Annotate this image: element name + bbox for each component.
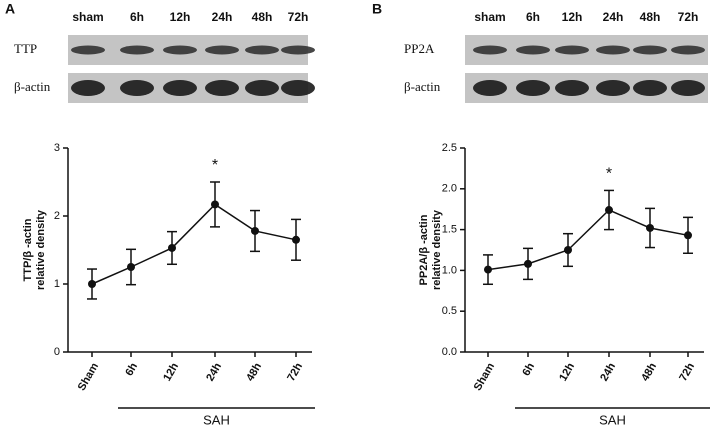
- blot-band: [120, 80, 154, 96]
- data-point: [211, 200, 219, 209]
- blot-band: [516, 80, 550, 96]
- blot-band: [555, 80, 589, 96]
- blot-band: [71, 80, 105, 96]
- blot-band: [473, 80, 507, 96]
- blot-band: [281, 45, 315, 55]
- data-point: [292, 235, 300, 244]
- lane-label: 72h: [678, 10, 699, 24]
- y-tick-label: 3: [54, 142, 60, 154]
- blot-row-label: β-actin: [14, 79, 51, 94]
- x-tick-label: 6h: [520, 361, 537, 378]
- blot-band: [633, 45, 667, 55]
- lane-label: 72h: [288, 10, 309, 24]
- blot-band: [205, 80, 239, 96]
- lane-label: 12h: [170, 10, 191, 24]
- y-tick-label: 0: [54, 346, 60, 358]
- blot-band: [163, 45, 197, 55]
- group-label: SAH: [203, 412, 230, 427]
- data-point: [564, 246, 572, 254]
- data-point: [168, 243, 176, 252]
- blot-band: [281, 80, 315, 96]
- blot-band: [245, 80, 279, 96]
- blot-band: [596, 45, 630, 55]
- blot-band: [671, 80, 705, 96]
- x-tick-label: 48h: [639, 361, 659, 384]
- y-axis-label: PP2A/β -actin: [418, 214, 430, 285]
- x-tick-label: Sham: [472, 361, 497, 393]
- lane-label: 24h: [603, 10, 624, 24]
- data-point: [251, 226, 259, 235]
- data-point: [646, 223, 654, 232]
- y-tick-label: 2: [54, 210, 60, 222]
- group-label: SAH: [599, 412, 626, 427]
- y-tick-label: 0.5: [442, 305, 457, 317]
- x-tick-label: 24h: [598, 361, 618, 384]
- blot-band: [633, 80, 667, 96]
- blot-band: [245, 45, 279, 55]
- data-point: [524, 259, 532, 268]
- x-tick-label: 72h: [677, 361, 697, 384]
- lane-label: sham: [72, 10, 103, 24]
- data-point: [484, 265, 492, 274]
- x-tick-label: 12h: [557, 361, 577, 384]
- y-tick-label: 2.5: [442, 142, 457, 154]
- data-point: [684, 231, 692, 240]
- lane-label: sham: [474, 10, 505, 24]
- blot-band: [163, 80, 197, 96]
- blot-row-label: PP2A: [404, 41, 435, 56]
- x-tick-label: 12h: [161, 361, 181, 384]
- panel-label: A: [5, 1, 15, 17]
- y-axis-label: TTP/β -actin: [22, 218, 34, 281]
- lane-label: 48h: [252, 10, 273, 24]
- lane-label: 6h: [526, 10, 540, 24]
- lane-label: 24h: [212, 10, 233, 24]
- blot-band: [120, 45, 154, 55]
- lane-label: 12h: [562, 10, 583, 24]
- x-tick-label: 72h: [285, 361, 305, 384]
- data-point: [605, 206, 613, 215]
- annotation: *: [212, 157, 218, 174]
- y-tick-label: 0.0: [442, 346, 457, 358]
- lane-label: 6h: [130, 10, 144, 24]
- data-line: [487, 209, 689, 271]
- blot-band: [671, 45, 705, 55]
- x-tick-label: Sham: [76, 361, 101, 393]
- blot-band: [205, 45, 239, 55]
- blot-row-label: TTP: [14, 41, 37, 56]
- x-tick-label: 48h: [244, 361, 264, 384]
- y-tick-label: 2.0: [442, 183, 457, 195]
- y-axis-label: relative density: [431, 209, 443, 290]
- data-line: [91, 203, 297, 285]
- data-point: [127, 263, 135, 271]
- blot-band: [555, 45, 589, 55]
- blot-row-label: β-actin: [404, 79, 441, 94]
- panel-label: B: [372, 1, 382, 17]
- blot-band: [71, 45, 105, 55]
- y-tick-label: 1: [54, 278, 60, 290]
- y-tick-label: 1.0: [442, 264, 457, 276]
- data-point: [88, 280, 96, 288]
- lane-label: 48h: [640, 10, 661, 24]
- x-tick-label: 24h: [204, 361, 224, 384]
- annotation: *: [606, 166, 612, 183]
- blot-band: [596, 80, 630, 96]
- blot-band: [473, 45, 507, 55]
- y-axis-label: relative density: [35, 209, 47, 290]
- x-tick-label: 6h: [123, 361, 140, 378]
- blot-band: [516, 45, 550, 55]
- y-tick-label: 1.5: [442, 224, 457, 236]
